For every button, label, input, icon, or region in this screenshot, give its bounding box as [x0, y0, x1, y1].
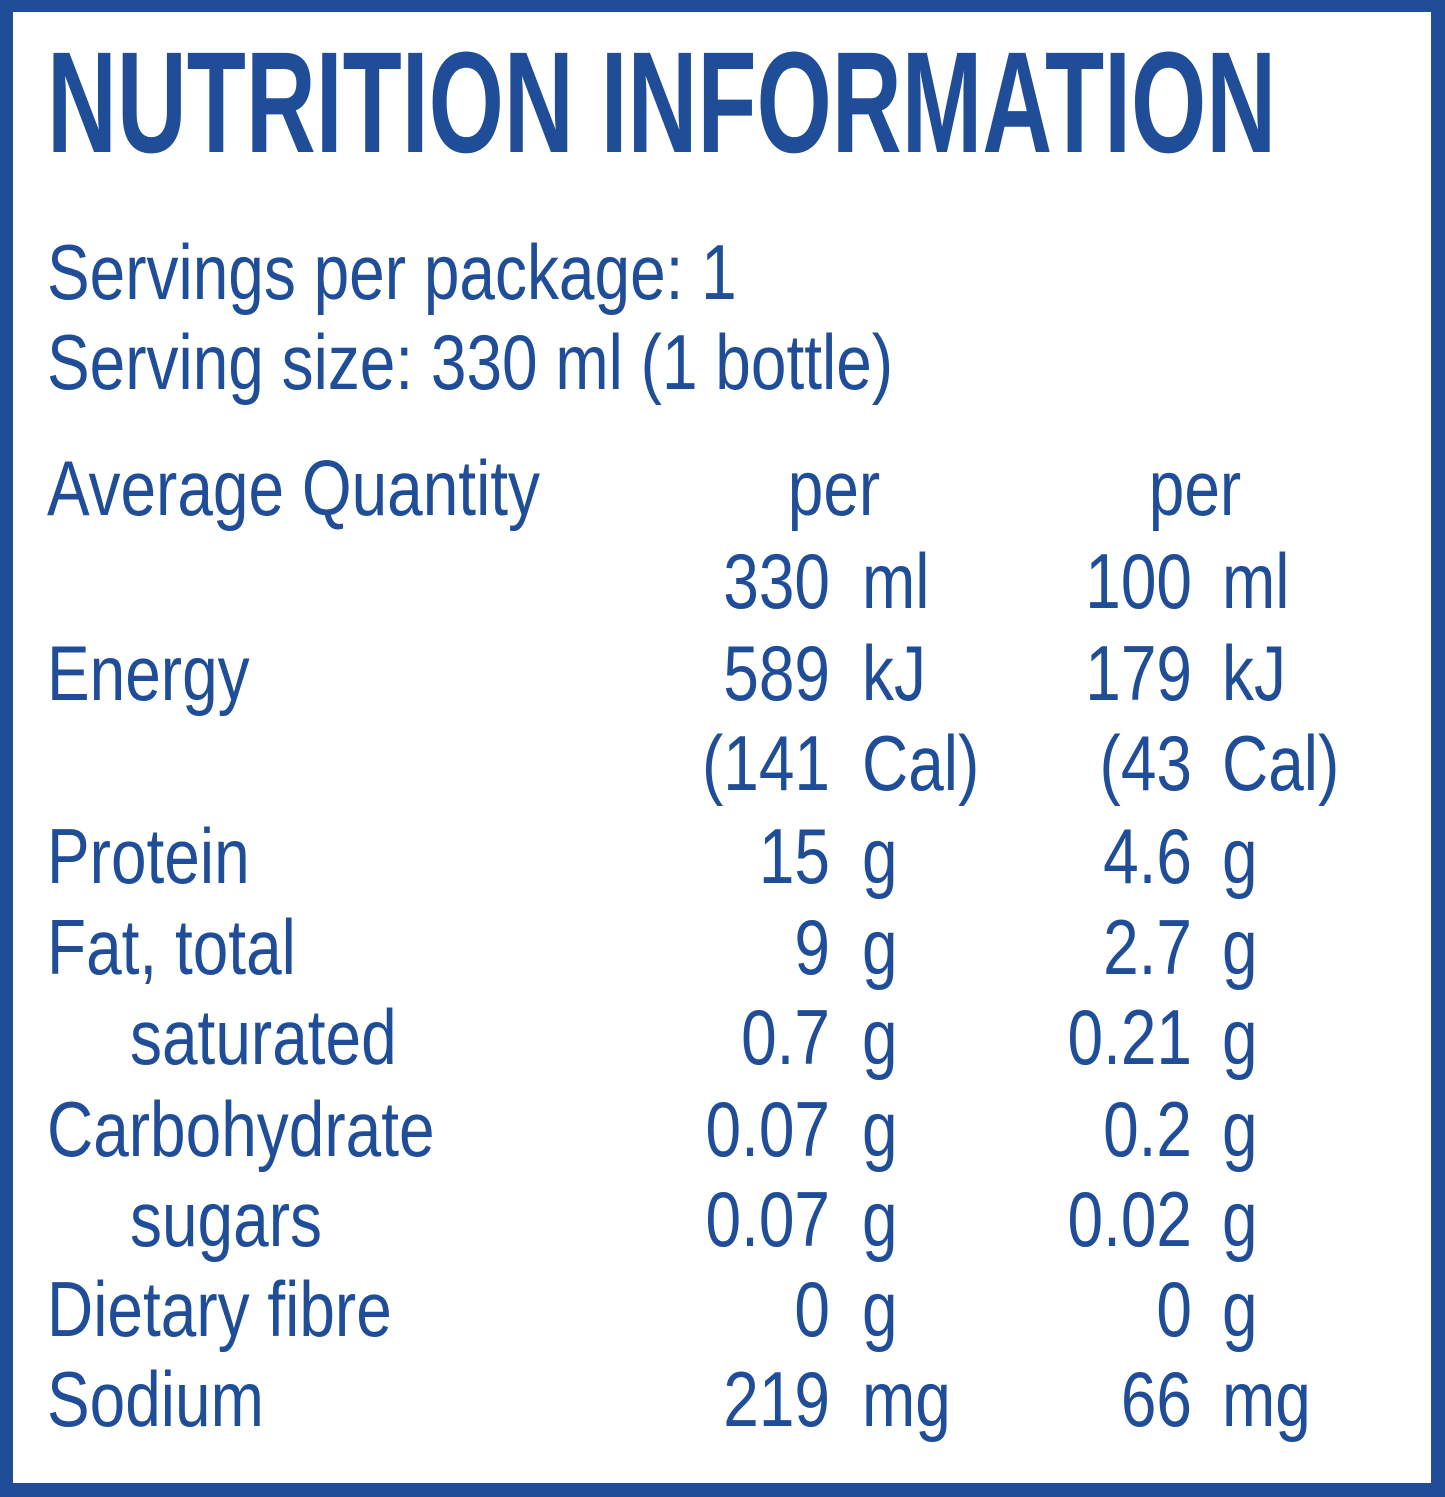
average-quantity-header: Average Quantity — [47, 444, 541, 532]
col1-per-label: per — [787, 444, 881, 532]
unit-per-serving: g — [862, 903, 898, 991]
col1-amount: 330 — [723, 537, 830, 625]
value-per-100ml: (43 — [1099, 719, 1192, 807]
value-per-serving: 219 — [723, 1355, 830, 1443]
value-per-serving: 0 — [794, 1265, 830, 1353]
value-per-100ml: 4.6 — [1103, 812, 1192, 900]
value-per-100ml: 66 — [1120, 1355, 1192, 1443]
col2-amount: 100 — [1085, 537, 1192, 625]
unit-per-100ml: g — [1222, 1265, 1258, 1353]
nutrient-name: Dietary fibre — [47, 1265, 392, 1353]
value-per-serving: 589 — [723, 629, 830, 717]
unit-per-serving: g — [862, 1175, 898, 1263]
nutrient-name-sub: sugars — [130, 1175, 322, 1263]
panel-title: NUTRITION INFORMATION — [47, 22, 1277, 183]
value-per-serving: 9 — [794, 903, 830, 991]
value-per-serving: 15 — [758, 812, 830, 900]
value-per-serving: (141 — [701, 719, 830, 807]
unit-per-100ml: Cal) — [1222, 719, 1340, 807]
value-per-serving: 0.7 — [741, 993, 830, 1081]
servings-per-package: Servings per package: 1 — [47, 228, 737, 316]
unit-per-100ml: g — [1222, 993, 1258, 1081]
value-per-100ml: 0.02 — [1067, 1175, 1192, 1263]
col2-per-label: per — [1148, 444, 1242, 532]
unit-per-serving: Cal) — [862, 719, 980, 807]
value-per-100ml: 2.7 — [1103, 903, 1192, 991]
unit-per-serving: kJ — [862, 629, 926, 717]
value-per-100ml: 0 — [1156, 1265, 1192, 1353]
unit-per-100ml: g — [1222, 812, 1258, 900]
col2-unit: ml — [1222, 537, 1290, 625]
value-per-100ml: 0.21 — [1067, 993, 1192, 1081]
value-per-serving: 0.07 — [705, 1085, 830, 1173]
unit-per-serving: g — [862, 812, 898, 900]
unit-per-100ml: kJ — [1222, 629, 1286, 717]
value-per-serving: 0.07 — [705, 1175, 830, 1263]
value-per-100ml: 0.2 — [1103, 1085, 1192, 1173]
unit-per-100ml: g — [1222, 903, 1258, 991]
unit-per-serving: g — [862, 1265, 898, 1353]
unit-per-serving: g — [862, 1085, 898, 1173]
nutrient-name-sub: saturated — [130, 993, 397, 1081]
unit-per-serving: g — [862, 993, 898, 1081]
nutrient-name: Fat, total — [47, 903, 296, 991]
unit-per-100ml: g — [1222, 1085, 1258, 1173]
unit-per-100ml: g — [1222, 1175, 1258, 1263]
unit-per-100ml: mg — [1222, 1355, 1311, 1443]
col1-unit: ml — [862, 537, 930, 625]
serving-size: Serving size: 330 ml (1 bottle) — [47, 318, 894, 406]
nutrient-name: Protein — [47, 812, 250, 900]
nutrient-name: Energy — [47, 629, 250, 717]
value-per-100ml: 179 — [1085, 629, 1192, 717]
unit-per-serving: mg — [862, 1355, 951, 1443]
nutrient-name: Sodium — [47, 1355, 264, 1443]
nutrient-name: Carbohydrate — [47, 1085, 435, 1173]
